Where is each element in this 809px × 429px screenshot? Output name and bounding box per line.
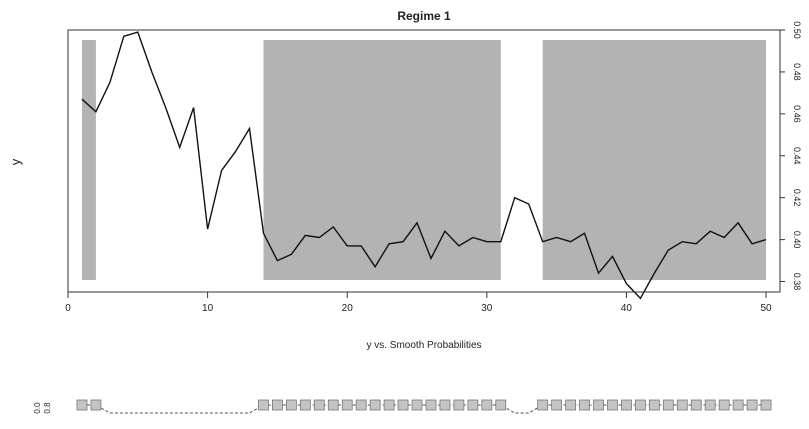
y-axis-label: y <box>8 158 23 165</box>
probability-marker <box>411 399 423 411</box>
y-tick-label: 0.38 <box>792 273 802 291</box>
probability-marker <box>607 399 618 411</box>
probability-marker <box>439 399 451 411</box>
x-tick-label: 30 <box>481 303 493 314</box>
probability-marker <box>634 399 646 411</box>
probability-marker <box>313 399 325 411</box>
lower-y-tick-label: 0.0 <box>33 402 42 414</box>
probability-marker <box>537 399 549 411</box>
probability-marker <box>621 399 632 411</box>
x-tick-label: 50 <box>760 303 772 314</box>
y-tick-label: 0.42 <box>792 189 802 207</box>
probability-marker <box>565 399 576 411</box>
probability-marker <box>341 399 353 411</box>
probability-marker <box>425 399 437 411</box>
probability-marker <box>551 399 563 411</box>
probability-marker <box>648 399 660 411</box>
probability-line <box>82 404 766 414</box>
x-tick-label: 40 <box>621 303 633 314</box>
probability-marker <box>467 399 479 411</box>
probability-marker <box>760 399 772 411</box>
x-tick-label: 0 <box>65 303 71 314</box>
probability-marker <box>272 399 283 411</box>
shaded-region-3 <box>542 40 767 280</box>
chart-title: Regime 1 <box>397 9 451 23</box>
probability-marker <box>718 399 730 411</box>
probability-marker <box>383 399 395 411</box>
probability-marker <box>258 399 269 411</box>
probability-marker <box>453 399 465 411</box>
probability-marker <box>285 399 297 411</box>
y-tick-label: 0.40 <box>792 231 802 249</box>
probability-marker <box>593 399 604 411</box>
lower-probability-strip: 0.0 0.8 <box>33 399 772 414</box>
probability-marker <box>76 399 88 411</box>
probability-marker <box>397 399 409 411</box>
probability-marker <box>676 399 688 411</box>
lower-chart-title: y vs. Smooth Probabilities <box>366 340 481 351</box>
probability-marker <box>90 399 102 411</box>
probability-marker <box>355 399 367 411</box>
probability-marker <box>369 399 381 411</box>
probability-marker <box>690 399 702 411</box>
plot-frame <box>67 29 781 293</box>
y-tick-label: 0.46 <box>792 105 802 123</box>
shaded-regions <box>81 40 767 280</box>
x-tick-label: 10 <box>202 303 214 314</box>
shaded-region-2 <box>263 40 501 280</box>
lower-y-tick-label: 0.8 <box>43 402 52 414</box>
probability-marker <box>746 399 758 411</box>
y-axis-ticks: 0.38 0.40 0.42 0.44 0.46 0.48 0.50 <box>780 21 802 290</box>
probability-marker <box>704 399 716 411</box>
shaded-region-1 <box>81 40 96 280</box>
probability-marker <box>481 399 493 411</box>
probability-marker <box>662 399 674 411</box>
y-tick-label: 0.48 <box>792 63 802 81</box>
probability-marker <box>579 399 590 411</box>
probability-marker <box>732 399 744 411</box>
x-axis-ticks: 0 10 20 30 40 50 <box>65 292 772 314</box>
y-tick-label: 0.44 <box>792 147 802 165</box>
probability-marker <box>495 399 507 411</box>
series-line-y <box>81 31 767 300</box>
probability-marker <box>327 399 339 411</box>
probability-marker <box>299 399 311 411</box>
x-tick-label: 20 <box>342 303 354 314</box>
y-tick-label: 0.50 <box>792 21 802 39</box>
